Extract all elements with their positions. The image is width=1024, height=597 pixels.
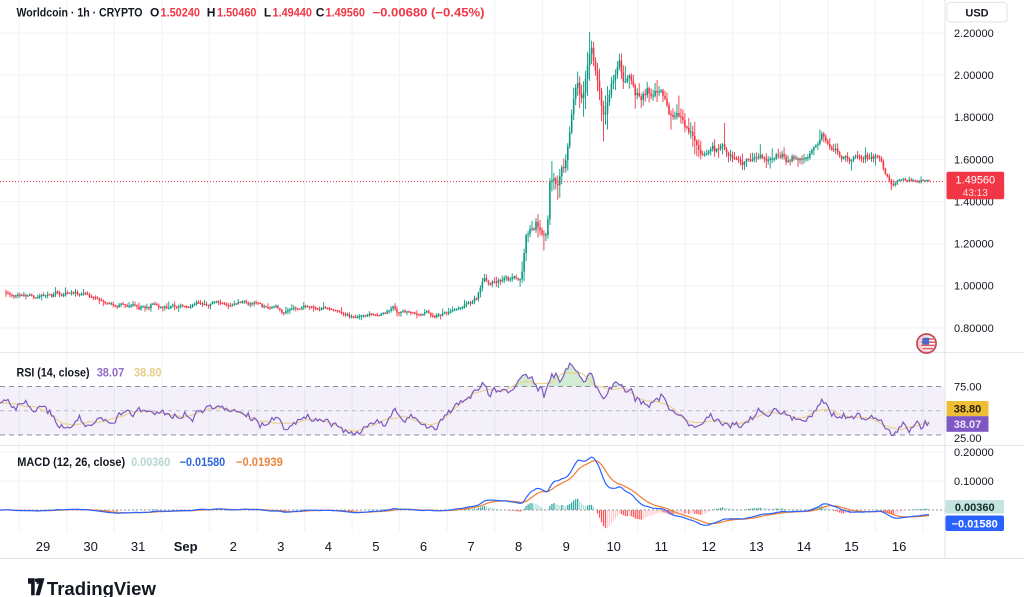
- svg-text:2.20000: 2.20000: [954, 28, 994, 40]
- svg-text:2: 2: [230, 539, 237, 554]
- svg-text:12: 12: [702, 539, 716, 554]
- svg-text:RSI (14, close): RSI (14, close): [17, 366, 90, 380]
- svg-text:38.80: 38.80: [954, 403, 982, 415]
- svg-text:14: 14: [797, 539, 811, 554]
- svg-text:38.07: 38.07: [97, 366, 125, 380]
- svg-text:1.49560: 1.49560: [955, 175, 995, 187]
- svg-text:30: 30: [83, 539, 97, 554]
- svg-text:L: L: [264, 6, 271, 20]
- svg-text:25.00: 25.00: [954, 433, 982, 445]
- svg-text:4: 4: [325, 539, 332, 554]
- svg-text:3: 3: [277, 539, 284, 554]
- svg-text:C: C: [316, 6, 325, 20]
- svg-text:7: 7: [467, 539, 474, 554]
- svg-text:1.20000: 1.20000: [954, 239, 994, 251]
- svg-text:5: 5: [372, 539, 379, 554]
- svg-text:6: 6: [420, 539, 427, 554]
- svg-text:1.50460: 1.50460: [217, 6, 257, 20]
- svg-text:−0.00680 (−0.45%): −0.00680 (−0.45%): [373, 6, 485, 20]
- svg-text:USD: USD: [965, 7, 988, 19]
- svg-text:1.60000: 1.60000: [954, 154, 994, 166]
- svg-text:−0.01939: −0.01939: [236, 455, 283, 469]
- svg-text:1.80000: 1.80000: [954, 112, 994, 124]
- svg-text:31: 31: [131, 539, 145, 554]
- svg-text:2.00000: 2.00000: [954, 70, 994, 82]
- svg-text:0.00360: 0.00360: [131, 455, 170, 469]
- svg-text:Worldcoin · 1h · CRYPTO: Worldcoin · 1h · CRYPTO: [17, 6, 143, 20]
- svg-text:38.80: 38.80: [134, 366, 162, 380]
- svg-text:29: 29: [36, 539, 50, 554]
- svg-text:1.40000: 1.40000: [954, 197, 994, 209]
- svg-text:−0.01580: −0.01580: [952, 518, 998, 530]
- svg-text:−0.01580: −0.01580: [180, 455, 226, 469]
- svg-text:0.10000: 0.10000: [954, 476, 994, 488]
- svg-text:H: H: [207, 6, 216, 20]
- svg-text:O: O: [150, 6, 159, 20]
- svg-text:0.20000: 0.20000: [954, 447, 994, 459]
- svg-text:16: 16: [892, 539, 906, 554]
- svg-text:0.80000: 0.80000: [954, 323, 994, 335]
- svg-text:1.00000: 1.00000: [954, 281, 994, 293]
- svg-text:1.49560: 1.49560: [326, 6, 366, 20]
- svg-text:13: 13: [749, 539, 763, 554]
- svg-text:38.07: 38.07: [954, 419, 982, 431]
- svg-text:TradingView: TradingView: [47, 579, 157, 597]
- svg-text:75.00: 75.00: [954, 381, 982, 393]
- svg-text:15: 15: [844, 539, 858, 554]
- svg-text:43:13: 43:13: [963, 188, 988, 199]
- svg-text:11: 11: [655, 539, 669, 554]
- svg-text:MACD (12, 26, close): MACD (12, 26, close): [17, 455, 125, 469]
- svg-text:Sep: Sep: [174, 539, 198, 554]
- svg-text:10: 10: [606, 539, 620, 554]
- svg-text:8: 8: [515, 539, 522, 554]
- svg-text:9: 9: [563, 539, 570, 554]
- svg-text:0.00360: 0.00360: [955, 502, 995, 514]
- svg-text:1.49440: 1.49440: [273, 6, 313, 20]
- svg-text:1.50240: 1.50240: [161, 6, 201, 20]
